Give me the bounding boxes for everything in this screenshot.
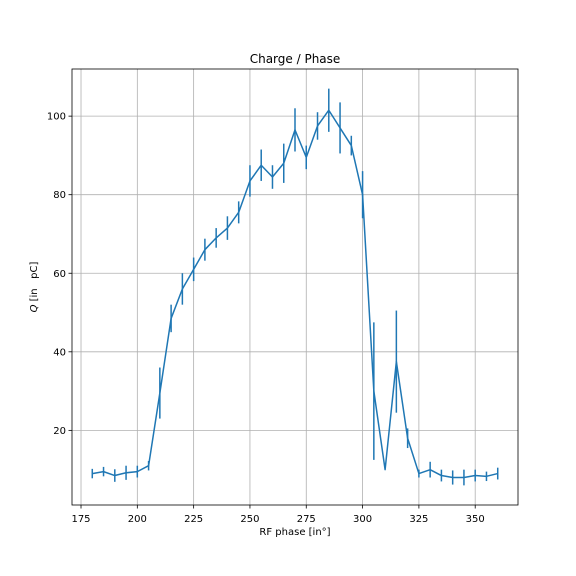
y-tick-label: 60	[53, 269, 66, 280]
chart-title: Charge / Phase	[250, 52, 341, 66]
x-tick-label: 200	[128, 514, 147, 525]
y-axis-label-symbol: Q	[29, 304, 40, 312]
x-tick-label: 225	[184, 514, 203, 525]
x-tick-label: 175	[71, 514, 90, 525]
y-tick-label: 100	[47, 112, 66, 123]
x-tick-label: 350	[466, 514, 485, 525]
series-line	[92, 109, 498, 479]
y-tick-label: 40	[53, 347, 66, 358]
y-axis-label: Q [in pC]	[29, 261, 40, 312]
plot-area-frame	[71, 68, 519, 506]
x-tick-label: 250	[240, 514, 259, 525]
tick-layer: 175 200 225 250 275 300 325 350 20 40 60 80 100	[47, 112, 485, 525]
y-tick-label: 80	[53, 190, 66, 201]
y-tick-label: 20	[53, 426, 66, 437]
x-tick-label: 300	[353, 514, 372, 525]
data-layer	[91, 88, 499, 486]
x-tick-label: 275	[297, 514, 316, 525]
x-tick-label: 325	[409, 514, 428, 525]
x-axis-label: RF phase [in°]	[259, 527, 330, 538]
y-axis-label-unit: [in pC]	[29, 261, 40, 304]
